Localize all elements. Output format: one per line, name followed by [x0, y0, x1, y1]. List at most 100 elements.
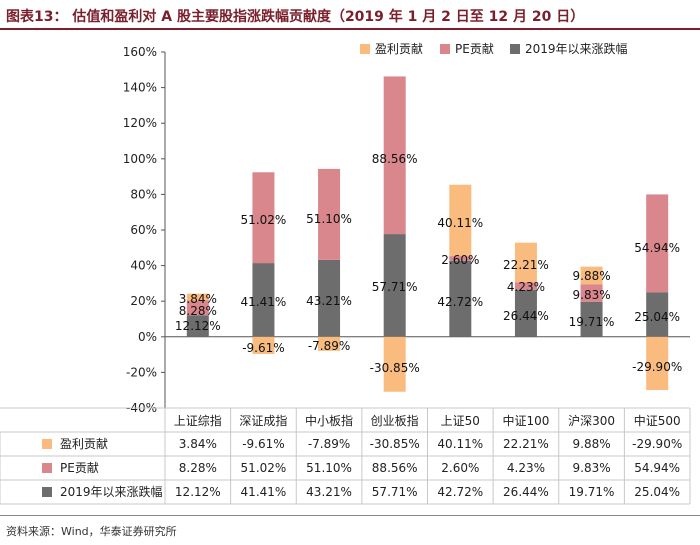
bar-growth	[646, 292, 669, 337]
table-cell: -9.61%	[242, 437, 284, 451]
bar-growth	[383, 234, 406, 337]
legend-label: PE贡献	[455, 41, 494, 56]
data-label-growth: 42.72%	[437, 295, 483, 309]
table-row-label: 2019年以来涨跌幅	[60, 484, 163, 499]
bar-pe	[646, 194, 669, 293]
y-tick-label: 60%	[130, 223, 157, 237]
table-cell: 41.41%	[241, 485, 287, 499]
table-cell: 9.88%	[573, 437, 611, 451]
y-tick-label: 140%	[123, 81, 157, 95]
legend-label: 2019年以来涨跌幅	[525, 41, 628, 56]
data-label-profit: -7.89%	[308, 339, 350, 353]
data-label-growth: 43.21%	[306, 294, 352, 308]
table-cell: 54.94%	[634, 461, 680, 475]
y-tick-label: 40%	[130, 259, 157, 273]
category-label: 创业板指	[371, 413, 419, 428]
category-label: 上证综指	[174, 413, 222, 428]
bar-growth	[449, 260, 472, 337]
data-label-growth: 26.44%	[503, 309, 549, 323]
y-tick-label: 160%	[123, 45, 157, 59]
bar-profit	[186, 293, 209, 301]
y-tick-label: 0%	[138, 330, 157, 344]
figure-header: 图表13： 估值和盈利对 A 股主要股指涨跌幅贡献度（2019 年 1 月 2 …	[0, 0, 700, 32]
bar-profit	[580, 266, 603, 285]
table-row-swatch	[42, 463, 52, 473]
legend-swatch	[510, 44, 520, 54]
table-cell: 2.60%	[441, 461, 479, 475]
data-label-profit: -9.61%	[242, 341, 284, 355]
bar-growth	[514, 289, 537, 337]
data-label-profit: 22.21%	[503, 258, 549, 272]
bar-pe	[383, 76, 406, 235]
data-label-growth: 41.41%	[241, 295, 287, 309]
legend-swatch	[440, 44, 450, 54]
bar-pe	[514, 282, 537, 290]
y-tick-label: 20%	[130, 294, 157, 308]
data-label-pe: 54.94%	[634, 241, 680, 255]
data-label-pe: 9.83%	[573, 288, 611, 302]
title-rule	[0, 28, 700, 30]
data-label-growth: 12.12%	[175, 319, 221, 333]
table-cell: 19.71%	[569, 485, 615, 499]
data-label-pe: 51.02%	[241, 213, 287, 227]
table-cell: 9.83%	[573, 461, 611, 475]
table-cell: 42.72%	[437, 485, 483, 499]
bar-pe	[252, 172, 275, 264]
table-cell: 40.11%	[437, 437, 483, 451]
data-label-growth: 19.71%	[569, 315, 615, 329]
data-label-profit: 40.11%	[437, 216, 483, 230]
data-label-pe: 88.56%	[372, 152, 418, 166]
bar-profit	[318, 336, 341, 351]
table-cell: -29.90%	[632, 437, 682, 451]
bar-pe	[186, 300, 209, 316]
bar-profit	[252, 336, 275, 354]
data-label-growth: 57.71%	[372, 280, 418, 294]
data-label-profit: -29.90%	[632, 360, 682, 374]
bar-profit	[646, 336, 669, 391]
table-cell: 22.21%	[503, 437, 549, 451]
table-row-swatch	[42, 487, 52, 497]
table-cell: 88.56%	[372, 461, 418, 475]
table-cell: 57.71%	[372, 485, 418, 499]
bar-growth	[252, 263, 275, 337]
data-label-profit: 3.84%	[179, 292, 217, 306]
bar-pe	[449, 256, 472, 261]
y-tick-label: 100%	[123, 152, 157, 166]
y-tick-label: -20%	[126, 365, 157, 379]
y-tick-label: 120%	[123, 116, 157, 130]
table-cell: 51.10%	[306, 461, 352, 475]
bar-profit	[449, 184, 472, 257]
table-row-swatch	[42, 439, 52, 449]
category-label: 沪深300	[568, 414, 615, 428]
table-cell: 4.23%	[507, 461, 545, 475]
table-row-label: 盈利贡献	[60, 436, 108, 451]
table-row-label: PE贡献	[60, 460, 99, 475]
data-label-profit: 9.88%	[573, 269, 611, 283]
bar-growth	[318, 259, 341, 337]
figure-title: 图表13： 估值和盈利对 A 股主要股指涨跌幅贡献度（2019 年 1 月 2 …	[6, 9, 585, 25]
bar-pe	[318, 168, 341, 260]
data-label-pe: 51.10%	[306, 212, 352, 226]
y-tick-label: 80%	[130, 187, 157, 201]
bar-pe	[580, 284, 603, 302]
bar-profit	[514, 242, 537, 283]
legend-label: 盈利贡献	[375, 41, 423, 56]
table-cell: -7.89%	[308, 437, 350, 451]
data-label-pe: 8.28%	[179, 304, 217, 318]
table-cell: 25.04%	[634, 485, 680, 499]
stacked-bar-chart: -40%-20%0%20%40%60%80%100%120%140%160%3.…	[0, 41, 691, 505]
table-cell: 8.28%	[179, 461, 217, 475]
bar-growth	[580, 301, 603, 337]
footer-rule	[0, 515, 700, 516]
category-label: 中小板指	[305, 413, 353, 428]
table-cell: 26.44%	[503, 485, 549, 499]
table-cell: 51.02%	[241, 461, 287, 475]
category-label: 中证500	[634, 413, 681, 428]
table-cell: -30.85%	[370, 437, 420, 451]
legend-swatch	[360, 44, 370, 54]
bar-profit	[383, 336, 406, 392]
category-label: 中证100	[502, 413, 549, 428]
data-label-profit: -30.85%	[370, 361, 420, 375]
table-cell: 12.12%	[175, 485, 221, 499]
data-label-pe: 2.60%	[441, 253, 479, 267]
